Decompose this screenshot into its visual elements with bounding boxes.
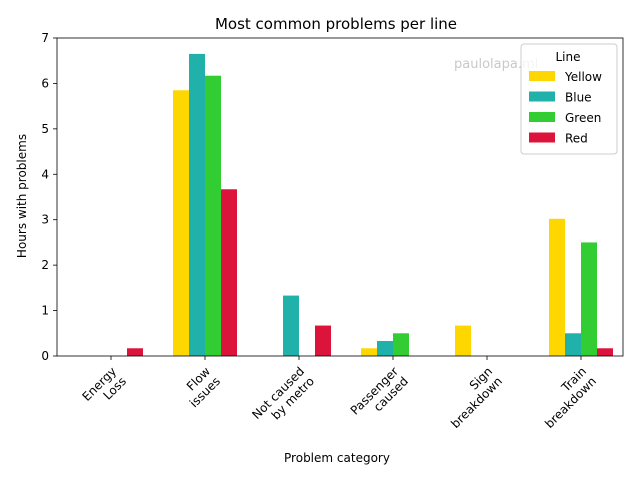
bar-green-3: [393, 333, 409, 356]
axes: [56, 37, 624, 357]
y-ticks: 0 1 2 3 4 5 6 7: [41, 31, 57, 363]
x-tick-label: Passengercaused: [348, 364, 411, 427]
y-tick-label: 6: [41, 76, 49, 90]
legend-label-green: Green: [565, 111, 601, 125]
x-tick-label: Signbreakdown: [438, 364, 505, 431]
x-tick-label: Trainbreakdown: [532, 364, 599, 431]
x-tick-label: Flowissues: [177, 364, 223, 410]
legend-swatch-green: [529, 112, 555, 122]
chart-title: Most common problems per line: [215, 15, 457, 33]
y-tick-label: 4: [41, 167, 49, 181]
x-tick-label: Not causedby metro: [249, 364, 317, 432]
bars: [127, 53, 613, 357]
bar-green-5: [581, 242, 597, 356]
legend-label-blue: Blue: [565, 91, 592, 105]
x-ticks: EnergyLoss Flowissues Not causedby metro Pa…: [80, 356, 599, 432]
legend-label-yellow: Yellow: [564, 70, 602, 84]
bar-yellow-1: [173, 90, 189, 356]
x-axis-label: Problem category: [284, 451, 390, 465]
plot-frame: [56, 37, 624, 357]
bar-red-5: [597, 348, 613, 356]
legend-swatch-blue: [529, 91, 555, 102]
bar-blue-2: [283, 295, 299, 356]
bar-yellow-5: [549, 218, 565, 356]
legend-label-red: Red: [565, 132, 588, 146]
bar-blue-3: [377, 341, 393, 356]
y-tick-label: 0: [41, 349, 49, 363]
y-tick-label: 5: [41, 122, 49, 136]
bar-blue-1: [189, 53, 205, 357]
bar-yellow-4: [455, 325, 471, 356]
bar-yellow-3: [361, 348, 377, 356]
legend: Line Yellow Blue Green Red: [520, 43, 618, 155]
legend-title: Line: [555, 50, 580, 64]
bar-blue-5: [565, 333, 581, 356]
y-tick-label: 2: [41, 258, 49, 272]
x-tick-label: EnergyLoss: [80, 364, 130, 414]
bar-red-0: [127, 348, 143, 356]
y-tick-label: 3: [41, 213, 49, 227]
bar-green-1: [205, 75, 221, 356]
watermark: paulolapa.ml: [454, 57, 538, 72]
legend-swatch-yellow: [529, 71, 555, 81]
y-tick-label: 7: [41, 31, 49, 45]
y-axis-label: Hours with problems: [15, 134, 29, 258]
y-tick-label: 1: [41, 304, 49, 318]
legend-swatch-red: [529, 132, 555, 143]
bar-red-1: [221, 189, 237, 356]
bar-red-2: [315, 325, 331, 356]
